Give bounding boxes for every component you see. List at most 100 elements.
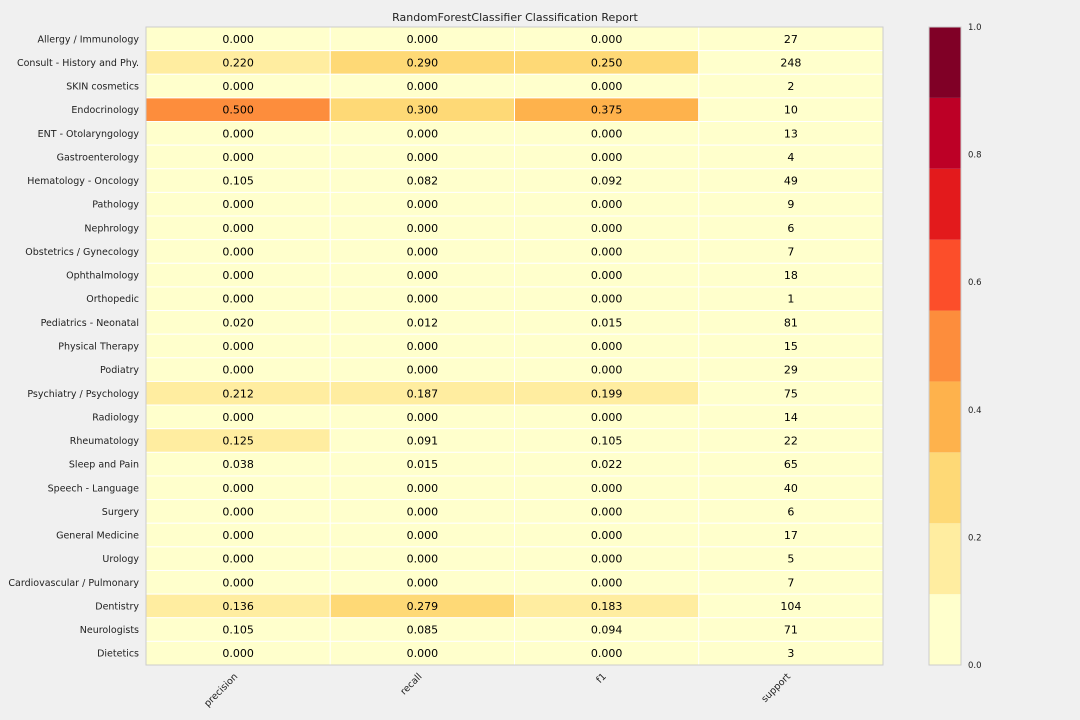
- cell-value-label: 0.105: [222, 624, 254, 637]
- cell-value-label: 0.125: [222, 435, 254, 448]
- y-tick-label: Rheumatology: [70, 436, 140, 447]
- y-tick-label: ENT - Otolaryngology: [38, 129, 140, 140]
- cell-value-label: 0.000: [222, 482, 254, 495]
- cell-value-label: 0.187: [407, 387, 439, 400]
- colorbar-segment: [929, 452, 961, 524]
- cell-value-label: 0.000: [407, 222, 439, 235]
- y-tick-label: Podiatry: [100, 365, 139, 376]
- y-tick-label: Neurologists: [80, 625, 139, 636]
- cell-value-label: 0.000: [222, 647, 254, 660]
- cell-value-label: 0.000: [407, 576, 439, 589]
- y-tick-label: Consult - History and Phy.: [17, 58, 139, 69]
- y-tick-label: Radiology: [92, 412, 139, 423]
- cell-value-label: 0.000: [591, 529, 623, 542]
- y-tick-label: Sleep and Pain: [69, 460, 139, 471]
- cell-value-label: 0.279: [407, 600, 439, 613]
- cell-value-label: 0.000: [407, 553, 439, 566]
- cell-value-label: 0.094: [591, 624, 623, 637]
- colorbar-segment: [929, 97, 961, 169]
- cell-value-label: 0.000: [591, 151, 623, 164]
- cell-value-label: 0.000: [222, 553, 254, 566]
- cell-value-label: 0.000: [407, 151, 439, 164]
- cell-value-label: 0.000: [407, 245, 439, 258]
- x-tick-label: precision: [202, 671, 240, 709]
- y-tick-label: Urology: [102, 554, 139, 565]
- cell-value-label: 0.000: [591, 340, 623, 353]
- cell-value-label: 4: [787, 151, 794, 164]
- cell-value-label: 0.375: [591, 104, 623, 117]
- cell-value-label: 248: [780, 56, 801, 69]
- y-tick-label: Physical Therapy: [58, 342, 139, 353]
- heatmap-grid: 0.000 0.000 0.000 270.220 0.290 0.250 2480.000…: [145, 26, 884, 666]
- cell-value-label: 0.000: [222, 33, 254, 46]
- cell-value-label: 0.000: [222, 80, 254, 93]
- y-tick-label: SKIN cosmetics: [66, 82, 139, 93]
- colorbar-segment: [929, 310, 961, 382]
- cell-value-label: 7: [787, 576, 794, 589]
- cell-value-label: 1: [787, 293, 794, 306]
- cell-value-label: 0.000: [407, 364, 439, 377]
- cell-value-label: 17: [784, 529, 798, 542]
- cell-value-label: 0.199: [591, 387, 623, 400]
- cell-value-label: 0.082: [407, 175, 439, 188]
- colorbar-tick-label: 0.2: [968, 533, 982, 543]
- cell-value-label: 0.000: [222, 529, 254, 542]
- cell-value-label: 0.015: [591, 316, 623, 329]
- y-tick-label: Gastroenterology: [57, 152, 140, 163]
- cell-value-label: 0.000: [407, 647, 439, 660]
- cell-value-label: 0.000: [222, 293, 254, 306]
- cell-value-label: 0.000: [591, 364, 623, 377]
- cell-value-label: 0.085: [407, 624, 439, 637]
- x-tick-label: support: [759, 671, 793, 705]
- cell-value-label: 0.290: [407, 56, 439, 69]
- cell-value-label: 18: [784, 269, 798, 282]
- cell-value-label: 0.000: [591, 647, 623, 660]
- cell-value-label: 0.000: [591, 245, 623, 258]
- cell-value-label: 7: [787, 245, 794, 258]
- cell-value-label: 22: [784, 435, 798, 448]
- colorbar-tick-label: 1.0: [968, 23, 982, 33]
- y-tick-label: Endocrinology: [71, 105, 139, 116]
- cell-value-label: 0.000: [222, 411, 254, 424]
- cell-value-label: 71: [784, 624, 798, 637]
- cell-value-label: 0.105: [591, 435, 623, 448]
- colorbar-tick-label: 0.4: [968, 406, 982, 416]
- cell-value-label: 0.000: [591, 222, 623, 235]
- cell-value-label: 0.220: [222, 56, 254, 69]
- y-tick-label: General Medicine: [56, 531, 139, 542]
- cell-value-label: 0.000: [591, 33, 623, 46]
- cell-value-label: 104: [780, 600, 801, 613]
- cell-value-label: 13: [784, 127, 798, 140]
- y-axis-tick-labels: Allergy / Immunology Consult - History an…: [8, 34, 139, 659]
- colorbar-segment: [929, 168, 961, 240]
- cell-value-label: 0.212: [222, 387, 254, 400]
- cell-value-label: 81: [784, 316, 798, 329]
- colorbar-frame: [928, 26, 962, 666]
- y-tick-label: Nephrology: [84, 223, 139, 234]
- cell-value-label: 0.000: [591, 553, 623, 566]
- cell-value-label: 0.000: [222, 269, 254, 282]
- cell-value-label: 0.012: [407, 316, 439, 329]
- x-tick-label: recall: [398, 671, 424, 697]
- cell-value-label: 0.136: [222, 600, 254, 613]
- cell-value-label: 0.105: [222, 175, 254, 188]
- cell-value-label: 0.000: [222, 505, 254, 518]
- cell-value-label: 0.000: [222, 127, 254, 140]
- cell-value-label: 49: [784, 175, 798, 188]
- y-tick-label: Cardiovascular / Pulmonary: [8, 578, 139, 589]
- cell-value-label: 0.500: [222, 104, 254, 117]
- cell-value-label: 6: [787, 505, 794, 518]
- y-tick-label: Pediatrics - Neonatal: [41, 318, 139, 329]
- cell-value-label: 27: [784, 33, 798, 46]
- y-tick-label: Obstetrics / Gynecology: [25, 247, 139, 258]
- cell-value-label: 0.000: [222, 222, 254, 235]
- cell-value-label: 0.000: [222, 198, 254, 211]
- cell-value-label: 0.000: [407, 198, 439, 211]
- plot-frame: [145, 26, 884, 666]
- y-tick-label: Dietetics: [97, 649, 139, 660]
- cell-value-label: 40: [784, 482, 798, 495]
- y-tick-label: Orthopedic: [86, 294, 139, 305]
- cell-value-label: 0.020: [222, 316, 254, 329]
- cell-value-label: 0.000: [407, 411, 439, 424]
- cell-value-label: 0.000: [407, 505, 439, 518]
